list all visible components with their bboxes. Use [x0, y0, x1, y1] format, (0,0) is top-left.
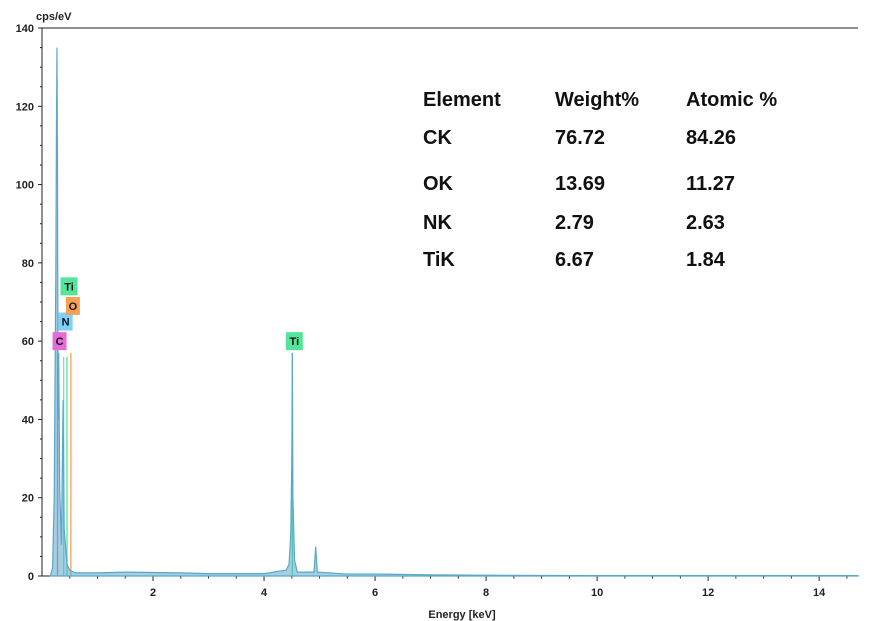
spectrum-line: [49, 47, 859, 577]
y-tick-label: 100: [16, 180, 34, 192]
table-cell: TiK: [423, 249, 455, 271]
x-tick-label: 10: [591, 587, 603, 599]
peak-label-text: Ti: [290, 336, 300, 348]
x-tick-label: 8: [483, 587, 489, 599]
table-cell: 6.67: [555, 249, 594, 271]
table-header: Weight%: [555, 89, 639, 111]
table-cell: 13.69: [555, 173, 605, 195]
table-cell: 76.72: [555, 127, 605, 149]
peak-label-text: O: [69, 301, 78, 313]
table-cell: CK: [423, 127, 452, 149]
peak-labels: CN Ti O Ti: [52, 277, 303, 351]
table-header: Atomic %: [686, 89, 777, 111]
spectrum-series: [49, 47, 859, 577]
x-axis-title: Energy [keV]: [428, 609, 496, 621]
y-tick-label: 0: [28, 571, 34, 583]
x-tick-label: 6: [372, 587, 378, 599]
table-cell: 84.26: [686, 127, 736, 149]
table-cell: 1.84: [686, 249, 726, 271]
table-cell: 2.63: [686, 212, 725, 234]
composition-table: Element Weight% Atomic % CK 76.72 84.26 OK 13.6…: [423, 89, 777, 271]
y-tick-label: 80: [22, 258, 34, 270]
peak-label-text: N: [62, 317, 70, 329]
peak-label-text: C: [56, 336, 64, 348]
peak-label-box: [65, 296, 80, 315]
table-cell: 2.79: [555, 212, 594, 234]
y-tick-label: 140: [16, 23, 34, 35]
peak-label-box: [58, 312, 73, 331]
peak-label-text: Ti: [64, 281, 74, 293]
y-tick-label: 120: [16, 101, 34, 113]
peak-label-box: [60, 277, 78, 296]
peak-label-box: [285, 332, 303, 351]
x-tick-label: 14: [813, 587, 826, 599]
y-tick-label: 40: [22, 414, 34, 426]
x-tick-label: 2: [150, 587, 156, 599]
y-tick-label: 20: [22, 493, 34, 505]
tick-labels: 0 20 40 60 80 100 120 140 2 4 6 8 10 12 14: [16, 23, 826, 599]
y-tick-label: 60: [22, 336, 34, 348]
table-header: Element: [423, 89, 501, 111]
table-cell: NK: [423, 212, 452, 234]
peak-label-box: [52, 332, 67, 351]
table-cell: 11.27: [686, 173, 735, 195]
x-tick-label: 12: [702, 587, 714, 599]
y-axis-title: cps/eV: [36, 11, 72, 23]
table-cell: OK: [423, 173, 454, 195]
x-tick-label: 4: [261, 587, 268, 599]
